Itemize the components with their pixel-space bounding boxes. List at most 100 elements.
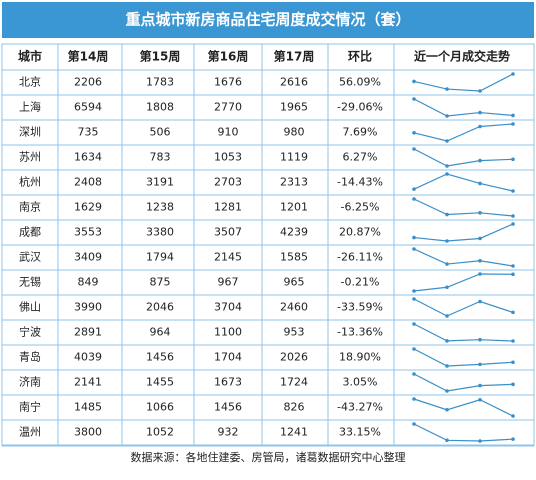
cell: 1629 [74, 201, 102, 214]
sparkline-point [412, 297, 416, 301]
sparkline-point [511, 437, 515, 441]
sparkline-point [412, 197, 416, 201]
cell: 3800 [74, 426, 102, 439]
sparkline [413, 248, 514, 267]
cell: 深圳 [19, 126, 41, 139]
sparkline-point [412, 289, 416, 293]
sparkline-point [511, 272, 515, 277]
cell: 济南 [19, 375, 41, 389]
sparkline-point [511, 113, 515, 118]
cell: 2408 [74, 176, 102, 189]
sparkline-point [445, 408, 449, 412]
cell: 1281 [214, 201, 242, 214]
sparkline-point [478, 89, 482, 93]
cell: 2145 [214, 251, 242, 264]
sparkline-point [412, 79, 416, 84]
sparkline-point [412, 322, 416, 326]
cell: 1724 [280, 376, 308, 389]
sparkline-point [478, 299, 482, 304]
cell: -0.21% [341, 276, 380, 289]
sparkline-point [478, 272, 482, 276]
cell: 2313 [280, 176, 308, 189]
sparkline-point [478, 397, 482, 402]
cell: 1053 [214, 151, 242, 164]
cell: 7.69% [343, 126, 378, 139]
cell: 1119 [280, 151, 308, 164]
cell: 1783 [146, 76, 174, 89]
sparkline-point [511, 414, 515, 418]
sparkline-point [478, 124, 482, 129]
cell: 826 [284, 401, 305, 414]
cell: 4239 [280, 226, 308, 239]
sparkline-point [478, 181, 482, 186]
sparkline-point [445, 262, 449, 266]
cell: 1585 [280, 251, 308, 264]
cell: 1794 [146, 251, 174, 264]
sparkline-point [511, 264, 515, 268]
cell: 980 [284, 126, 305, 139]
cell: 1965 [280, 101, 308, 114]
cell: 1634 [74, 151, 102, 164]
sparkline-point [478, 236, 482, 241]
cell: 1066 [146, 401, 174, 414]
cell: 2616 [280, 76, 308, 89]
cell: 青岛 [19, 350, 41, 364]
cell: 3704 [214, 301, 242, 314]
header-cell: 环比 [348, 49, 372, 64]
cell: 无锡 [19, 275, 41, 289]
header-cell: 城市 [18, 49, 42, 64]
cell: 18.90% [339, 351, 381, 364]
sparkline [413, 123, 514, 142]
cell: 1673 [214, 376, 242, 389]
sparkline-point [511, 157, 515, 162]
cell: 1456 [214, 401, 242, 414]
sparkline-point [412, 130, 416, 135]
cell: 2141 [74, 376, 102, 389]
sparkline-point [412, 347, 416, 351]
sparkline-point [478, 158, 482, 163]
sparkline [413, 173, 514, 192]
sparkline-point [511, 382, 515, 387]
cell: 3553 [74, 226, 102, 239]
cell: 2046 [146, 301, 174, 314]
cell: 2703 [214, 176, 242, 189]
cell: 2770 [214, 101, 242, 114]
cell: 2891 [74, 326, 102, 339]
cell: 6.27% [343, 151, 378, 164]
sparkline [413, 298, 514, 317]
cell: 武汉 [19, 251, 41, 264]
cell: 2026 [280, 351, 308, 364]
cell: -26.11% [337, 251, 383, 264]
sparkline-point [478, 211, 482, 215]
cell: 3191 [146, 176, 174, 189]
sparkline-point [445, 212, 449, 217]
sparkline-point [445, 239, 449, 243]
cell: 1100 [214, 326, 242, 339]
sparkline [413, 373, 514, 392]
cell: 1238 [146, 201, 174, 214]
cell: 965 [284, 276, 305, 289]
source: 数据来源：各地住建委、房管局，诸葛数据研究中心整理 [131, 450, 406, 464]
cell: 964 [150, 326, 171, 339]
sparkline-point [478, 439, 482, 443]
sparkline-point [478, 362, 482, 367]
cell: 3.05% [343, 376, 378, 389]
sparkline-point [511, 214, 515, 218]
sparkline-point [445, 285, 449, 290]
header-cell: 第14周 [68, 49, 109, 64]
sparkline [413, 273, 514, 292]
sparkline-point [445, 114, 449, 118]
sparkline-point [511, 310, 515, 315]
sparkline-point [445, 339, 449, 343]
cell: 杭州 [19, 175, 41, 189]
sparkline-point [412, 187, 416, 191]
header-cell: 第17周 [274, 49, 315, 64]
sparkline [413, 148, 514, 167]
header-cell: 第16周 [208, 49, 249, 64]
cell: 56.09% [339, 76, 381, 89]
sparkline-point [412, 97, 416, 101]
cell: 783 [150, 151, 171, 164]
sparkline-point [478, 383, 482, 388]
cell: 1808 [146, 101, 174, 114]
